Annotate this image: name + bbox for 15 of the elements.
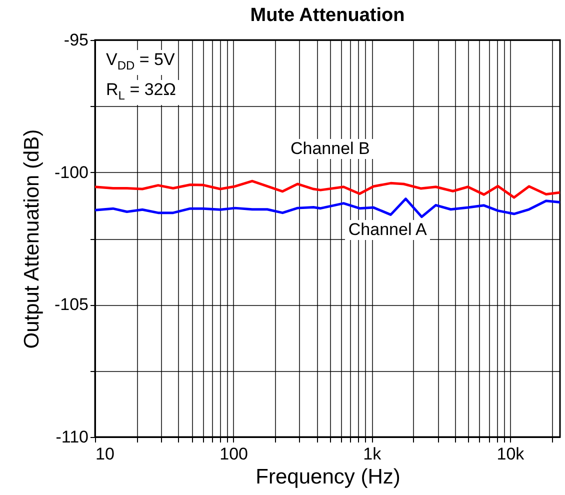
x-tick-label: 10k <box>496 444 525 464</box>
y-axis-title: Output Attenuation (dB) <box>20 129 44 349</box>
x-tick-label: 10 <box>96 444 114 464</box>
y-tick-label: -110 <box>56 428 88 446</box>
annotation: V$_{DD}$ = 5V <box>103 50 178 76</box>
annotation: R$_{L}$ = 32Ω <box>103 80 179 106</box>
x-tick-label: 1k <box>363 444 382 464</box>
y-tick-label: -95 <box>64 30 88 50</box>
series-label: Channel A <box>345 220 430 240</box>
series-label: Channel B <box>288 139 373 160</box>
chart-title: Mute Attenuation <box>250 5 405 26</box>
y-tick-label: -105 <box>54 295 88 314</box>
x-axis-title: Frequency (Hz) <box>256 466 400 488</box>
y-tick-label: -100 <box>54 162 88 182</box>
x-tick-label: 100 <box>220 444 248 464</box>
